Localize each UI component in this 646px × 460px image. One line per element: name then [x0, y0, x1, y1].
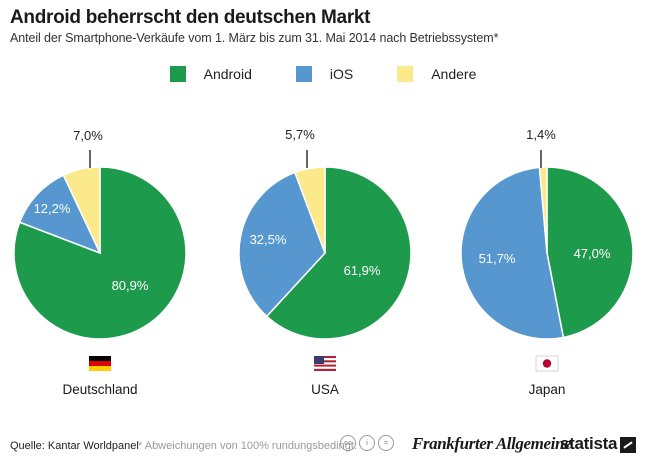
- legend-item-android: Android: [169, 66, 252, 82]
- us-flag-icon: [314, 356, 336, 371]
- pie-slice-deutschland-ios: [18, 174, 102, 255]
- legend: Android iOS Andere: [0, 66, 646, 82]
- data-label-deutschland-andere: 7,0%: [73, 128, 103, 143]
- legend-swatch-ios: [295, 66, 312, 82]
- de-flag-icon: [89, 356, 111, 371]
- data-label-japan-android: 47,0%: [574, 246, 611, 261]
- jp-flag-icon: [535, 355, 559, 372]
- legend-item-ios: iOS: [295, 66, 354, 82]
- cc-icon[interactable]: cc: [340, 435, 356, 451]
- pie-slice-japan-android: [546, 166, 634, 339]
- legend-label-andere: Andere: [431, 66, 477, 82]
- pie-slice-deutschland-andere: [62, 166, 101, 254]
- chart-title: Android beherrscht den deutschen Markt: [10, 7, 371, 28]
- publisher-logo[interactable]: Frankfurter Allgemeine: [412, 434, 572, 453]
- chart-subtitle: Anteil der Smartphone-Verkäufe vom 1. Mä…: [10, 31, 499, 45]
- nd-icon[interactable]: =: [378, 435, 394, 451]
- pie-slice-usa-android: [265, 166, 412, 340]
- license-icons: cc i =: [340, 435, 394, 451]
- legend-swatch-andere: [397, 66, 414, 82]
- pie-slice-japan-ios: [460, 166, 565, 340]
- chart-header: Android beherrscht den deutschen Markt A…: [10, 6, 636, 45]
- legend-swatch-android: [169, 66, 186, 82]
- data-label-usa-ios: 32,5%: [250, 232, 287, 247]
- country-label-deutschland: Deutschland: [62, 382, 137, 397]
- pie-slice-usa-andere: [293, 166, 326, 254]
- footer: Quelle: Kantar Worldpanel * Abweichungen…: [0, 432, 646, 460]
- statista-logo[interactable]: statista: [560, 434, 618, 453]
- data-label-deutschland-ios: 12,2%: [34, 201, 71, 216]
- pie-slice-deutschland-android: [13, 166, 187, 340]
- source-text: Quelle: Kantar Worldpanel: [10, 440, 139, 452]
- pie-charts: 80,9% 12,2% 7,0% Deutschland 61,9% 32,5% 5,7% U…: [13, 127, 634, 397]
- country-label-usa: USA: [311, 382, 339, 397]
- statista-logo-icon[interactable]: [620, 437, 636, 453]
- country-label-japan: Japan: [529, 382, 566, 397]
- pie-slice-usa-ios: [238, 171, 326, 318]
- data-label-usa-andere: 5,7%: [285, 127, 315, 142]
- legend-label-ios: iOS: [329, 66, 354, 82]
- by-icon[interactable]: i: [359, 435, 375, 451]
- legend-label-android: Android: [203, 66, 252, 82]
- pie-slice-japan-andere: [538, 166, 548, 254]
- data-label-usa-android: 61,9%: [344, 263, 381, 278]
- data-label-japan-ios: 51,7%: [479, 251, 516, 266]
- data-label-japan-andere: 1,4%: [526, 127, 556, 142]
- data-label-deutschland-android: 80,9%: [112, 278, 149, 293]
- footnote-text: * Abweichungen von 100% rundungsbedingt.: [138, 440, 357, 452]
- legend-item-andere: Andere: [397, 66, 476, 82]
